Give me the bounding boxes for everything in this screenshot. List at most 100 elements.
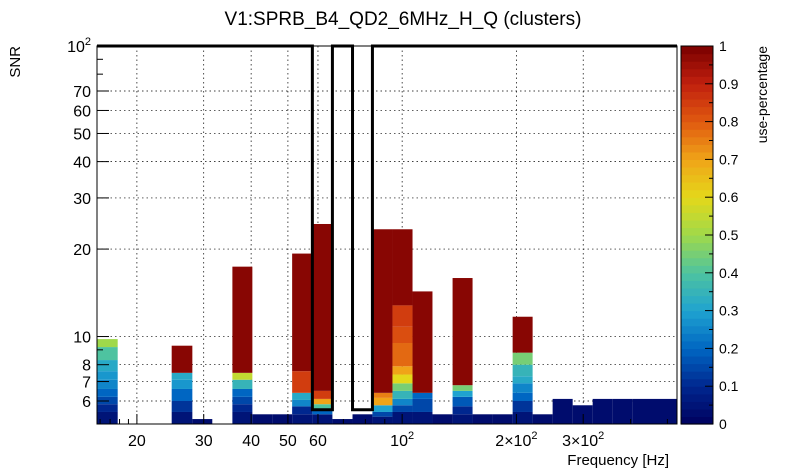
color-scale-band: [681, 204, 713, 213]
heatmap-cell: [292, 406, 313, 415]
color-scale-band: [681, 242, 713, 251]
heatmap-cell: [232, 372, 253, 380]
color-scale-band: [681, 219, 713, 229]
heatmap-cell: [292, 392, 313, 400]
color-scale-band: [681, 144, 713, 153]
heatmap-cell: [312, 390, 333, 399]
heatmap-cell: [392, 366, 413, 375]
heatmap-cell: [171, 400, 193, 412]
heatmap-cell: [632, 398, 677, 424]
heatmap-cell: [97, 347, 118, 361]
color-scale-bar: 0 0.1 0.2 0.3 0.4 0.5 0.6 0.7 0.8 0.9 1: [680, 38, 739, 432]
y-tick-label: 50: [73, 126, 91, 143]
heatmap-cell: [312, 414, 333, 424]
color-scale-tick-label: 0.9: [719, 76, 739, 92]
heatmap-cell: [312, 409, 333, 415]
color-scale-band: [681, 159, 713, 168]
x-tick-label: 30: [195, 433, 213, 450]
heatmap-cell: [97, 379, 118, 389]
color-scale-band: [681, 325, 713, 334]
heatmap-cell: [232, 379, 253, 389]
heatmap-cell: [372, 392, 393, 398]
heatmap-cell: [512, 364, 533, 377]
color-scale-label: use-percentage: [754, 46, 770, 144]
heatmap-cell: [512, 383, 533, 393]
heatmap-cell: [292, 253, 313, 372]
heatmap-cell: [412, 411, 433, 424]
color-scale-band: [681, 408, 713, 418]
heatmap-cell: [292, 399, 313, 407]
heatmap-cell: [97, 360, 118, 372]
heatmap-cell: [252, 414, 273, 424]
heatmap-cell: [372, 229, 393, 393]
heatmap-cell: [392, 374, 413, 384]
heatmap-cell: [192, 419, 213, 424]
heatmap-cell: [232, 266, 253, 373]
heatmap-cell: [412, 398, 433, 412]
heatmap-cell: [392, 343, 413, 367]
color-scale-tick-label: 0.2: [719, 340, 739, 356]
x-tick-label: 3×102: [562, 430, 604, 450]
color-scale-band: [681, 61, 713, 70]
color-scale-band: [681, 386, 713, 395]
y-tick-label: 70: [73, 84, 91, 101]
heatmap-cell: [292, 371, 313, 393]
color-scale-band: [681, 333, 713, 342]
color-scale-band: [681, 371, 713, 380]
heatmap-cell: [532, 414, 553, 424]
heatmap-cell: [97, 404, 118, 412]
heatmap-cell: [171, 372, 193, 380]
heatmap-cell: [372, 416, 393, 424]
color-scale-band: [681, 53, 713, 62]
heatmap-cell: [512, 411, 533, 424]
color-scale-band: [681, 257, 713, 266]
heatmap-cell: [232, 396, 253, 405]
x-axis: 20 30 40 50 60 102 2×102 3×102: [99, 414, 668, 450]
color-scale-band: [681, 265, 713, 274]
color-scale-band: [681, 295, 713, 304]
color-scale-tick-label: 0.8: [719, 114, 739, 130]
y-tick-label: 7: [82, 375, 91, 392]
color-scale-band: [681, 227, 713, 236]
color-scale-band: [681, 416, 713, 425]
color-scale-band: [681, 272, 713, 281]
x-tick-label: 50: [279, 433, 297, 450]
heatmap-cell: [372, 411, 393, 417]
heatmap-cell: [452, 390, 473, 397]
color-scale-band: [681, 355, 713, 365]
heatmap-cell: [97, 388, 118, 397]
x-tick-label: 60: [309, 433, 327, 450]
heatmap-cell: [232, 411, 253, 424]
heatmap-cell: [352, 414, 373, 424]
color-scale-tick-label: 1: [719, 38, 727, 54]
color-scale-tick-label: 0.4: [719, 265, 739, 281]
heatmap-cell: [512, 376, 533, 384]
color-scale-band: [681, 287, 713, 297]
y-tick-label: 40: [73, 155, 91, 172]
color-scale-band: [681, 91, 713, 100]
x-tick-label: 102: [390, 430, 414, 450]
heatmap-cell: [97, 339, 118, 348]
heatmap-cell: [312, 404, 333, 410]
plot-frame: [96, 45, 678, 425]
color-scale-band: [681, 280, 713, 289]
heatmap-cell: [332, 419, 353, 424]
color-scale-band: [681, 310, 713, 319]
heatmap-cell: [292, 414, 313, 424]
chart-title: V1:SPRB_B4_QD2_6MHz_H_Q (clusters): [225, 9, 582, 30]
heatmap-cell: [392, 326, 413, 344]
color-scale-tick-label: 0: [719, 416, 727, 432]
color-scale-band: [681, 174, 713, 183]
color-scale-band: [681, 197, 713, 206]
color-scale-band: [681, 189, 713, 198]
color-scale-band: [681, 106, 713, 115]
heatmap-cell: [492, 414, 513, 424]
color-scale-band: [681, 401, 713, 410]
color-scale-band: [681, 114, 713, 123]
color-scale-band: [681, 378, 713, 387]
color-scale-band: [681, 182, 713, 191]
heatmap-cell: [392, 390, 413, 399]
color-scale-band: [681, 46, 713, 55]
heatmap-cell: [452, 406, 473, 415]
heatmap-cell: [372, 405, 393, 412]
